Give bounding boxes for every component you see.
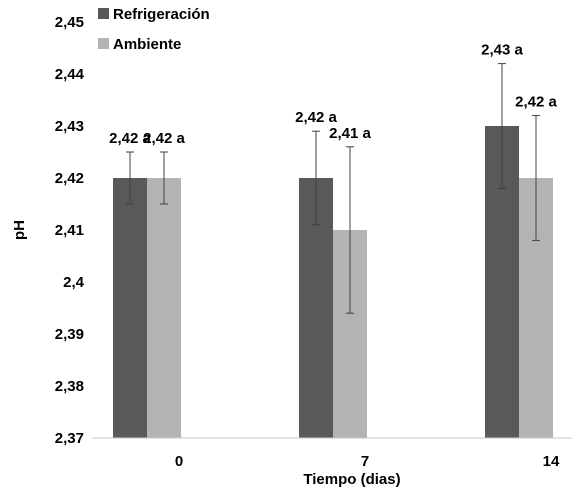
- error-bars: [126, 63, 540, 314]
- x-tick-label: 7: [361, 453, 369, 470]
- x-tick-label: 14: [543, 453, 560, 470]
- x-axis-title: Tiempo (dias): [303, 471, 400, 488]
- legend-item: Refrigeración: [98, 6, 210, 23]
- legend-item: Ambiente: [98, 36, 181, 53]
- data-label: 2,42 a: [515, 94, 557, 111]
- y-axis-title: pH: [11, 220, 28, 240]
- data-label: 2,43 a: [481, 42, 523, 59]
- error-bar: [532, 115, 540, 241]
- y-tick-label: 2,4: [63, 274, 85, 291]
- y-tick-label: 2,42: [55, 170, 84, 187]
- bar-ambiente: [147, 178, 181, 438]
- error-bar: [498, 63, 506, 189]
- error-bar: [312, 130, 320, 226]
- bar-refrigeracion: [113, 178, 147, 438]
- y-tick-label: 2,43: [55, 118, 84, 135]
- legend: Refrigeración Ambiente: [98, 6, 210, 53]
- y-tick-label: 2,37: [55, 430, 84, 447]
- y-tick-label: 2,38: [55, 378, 84, 395]
- data-label: 2,42 a: [109, 130, 151, 147]
- y-tick-label: 2,39: [55, 326, 84, 343]
- legend-label: Refrigeración: [113, 6, 210, 23]
- data-label: 2,41 a: [329, 125, 371, 142]
- x-axis-ticks: 0 7 14: [175, 453, 560, 470]
- data-label: 2,42 a: [143, 130, 185, 147]
- y-tick-label: 2,44: [55, 66, 85, 83]
- bars: [113, 126, 553, 438]
- y-tick-label: 2,41: [55, 222, 84, 239]
- y-axis-ticks: 2,37 2,38 2,39 2,4 2,41 2,42 2,43 2,44 2,45: [55, 14, 85, 447]
- data-label: 2,42 a: [295, 109, 337, 126]
- error-bar: [126, 151, 134, 205]
- error-bar: [346, 146, 354, 314]
- legend-label: Ambiente: [113, 36, 181, 53]
- data-labels: 2,42 a2,42 a2,43 a2,42 a 2,41 a2,42 a: [109, 42, 557, 147]
- y-tick-label: 2,45: [55, 14, 84, 31]
- x-tick-label: 0: [175, 453, 183, 470]
- error-bar: [160, 151, 168, 205]
- legend-swatch: [98, 38, 109, 49]
- legend-swatch: [98, 8, 109, 19]
